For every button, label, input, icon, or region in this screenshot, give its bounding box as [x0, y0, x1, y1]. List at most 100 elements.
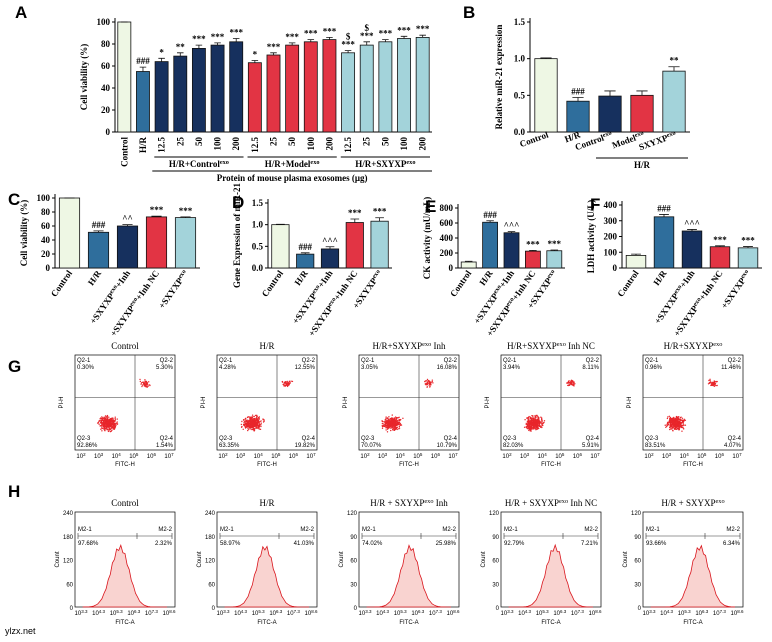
x-tick-label: 102 — [360, 452, 370, 460]
event-dot — [116, 421, 118, 423]
quadrant-name: Q2-2 — [728, 358, 742, 364]
event-dot — [110, 427, 113, 429]
tick-base: 10 — [713, 611, 720, 617]
event-dot — [680, 419, 683, 422]
y-axis-label: Cell viability (%) — [79, 44, 89, 111]
x-tick-label-part: +SXYXP — [672, 303, 701, 338]
event-dot — [396, 424, 398, 426]
event-dot — [249, 419, 251, 422]
plot-frame — [216, 354, 318, 451]
quadrant-name: Q2-1 — [219, 358, 233, 364]
event-dot — [387, 426, 390, 428]
gate-name: M2-2 — [442, 527, 456, 533]
y-axis-label: PI-H — [59, 397, 65, 409]
y-tick-label: 0.0 — [514, 127, 526, 137]
event-dot — [533, 419, 535, 422]
panel-letter: F — [590, 195, 600, 214]
x-tick-label-sup: exo — [371, 268, 382, 279]
event-dot — [246, 421, 249, 424]
y-tick-label: 120 — [347, 511, 358, 517]
error-bar — [344, 50, 352, 53]
event-dot — [669, 423, 672, 425]
event-dot — [397, 423, 400, 425]
tick-exp: 6 — [437, 452, 440, 457]
error-bar — [93, 230, 104, 233]
gate-line — [503, 533, 599, 539]
event-dot — [669, 424, 672, 426]
x-tick-label: 103 — [378, 452, 388, 460]
event-dot — [106, 417, 108, 420]
event-dot — [391, 419, 394, 421]
event-dot — [106, 428, 108, 430]
y-tick-label: 60 — [41, 221, 51, 231]
significance-label: *** — [526, 239, 540, 249]
event-dot — [391, 417, 393, 419]
tick-base: 10 — [376, 611, 383, 617]
event-dot — [529, 421, 531, 423]
event-dot — [116, 423, 119, 425]
event-dot — [708, 382, 711, 384]
event-dot — [535, 428, 537, 431]
x-tick-label: 103 — [520, 452, 530, 460]
event-dot — [675, 428, 677, 431]
event-dot — [100, 428, 102, 430]
significance-label: *** — [373, 207, 387, 217]
event-dot — [389, 424, 391, 426]
event-dot — [532, 427, 535, 430]
event-dot — [400, 424, 403, 426]
x-tick-label: Controlexo — [574, 129, 614, 152]
event-dot — [145, 382, 148, 384]
quadrant-name: Q2-1 — [77, 358, 91, 364]
event-dot — [243, 421, 246, 423]
tick-exp: 4.3 — [525, 609, 532, 614]
event-dot — [398, 421, 401, 424]
tick-base: 10 — [731, 611, 738, 617]
quadrant-name: Q2-1 — [645, 358, 659, 364]
y-tick-label: 240 — [205, 511, 216, 517]
event-dot — [428, 380, 431, 383]
event-dot — [426, 383, 428, 385]
event-dot — [144, 379, 146, 381]
event-dot — [107, 425, 109, 427]
bar — [525, 250, 541, 269]
tick-base: 10 — [163, 611, 170, 617]
event-dot — [252, 421, 254, 424]
significance-label: *** — [192, 34, 206, 44]
tick-base: 10 — [359, 611, 366, 617]
event-dot — [291, 380, 294, 383]
event-dot — [110, 430, 112, 432]
event-dot — [713, 384, 715, 386]
tick-exp: 7.3 — [720, 609, 727, 614]
event-dot — [242, 419, 245, 421]
event-dot — [258, 425, 261, 428]
tick-exp: 4.3 — [667, 609, 674, 614]
event-dot — [709, 381, 712, 384]
x-tick-label-sup: exo — [739, 268, 750, 279]
event-dot — [711, 384, 713, 387]
event-dot — [113, 424, 116, 427]
event-dot — [525, 422, 527, 424]
significance-label: *** — [360, 31, 374, 41]
y-tick-label: 0 — [449, 263, 454, 273]
plot-title-part: H/R + SXYXP — [370, 498, 424, 508]
event-dot — [252, 428, 255, 430]
event-dot — [386, 427, 388, 429]
x-tick-label-sup: exo — [327, 296, 338, 307]
event-dot — [112, 428, 115, 430]
event-dot — [393, 429, 396, 432]
event-dot — [665, 425, 668, 428]
histogram-peak — [82, 543, 167, 608]
error-bar — [288, 42, 296, 46]
event-dot — [389, 421, 391, 423]
event-dot — [98, 420, 101, 422]
plot-title: H/R+SXYXPexo Inh NC — [507, 341, 595, 351]
event-dot — [254, 427, 256, 430]
event-dot — [680, 426, 682, 428]
tick-base: 10 — [252, 611, 259, 617]
event-dot — [102, 420, 105, 423]
event-dot — [103, 427, 106, 429]
x-tick-label: Control — [49, 268, 75, 299]
bar — [266, 54, 281, 133]
event-dot — [288, 383, 290, 386]
bar — [320, 248, 340, 269]
